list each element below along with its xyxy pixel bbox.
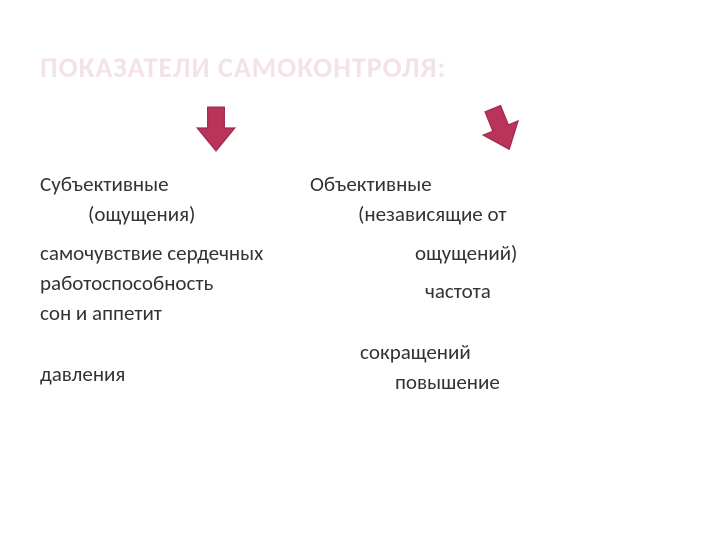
- slide-content: ПОКАЗАТЕЛИ САМОКОНТРОЛЯ: Субъективные (о…: [0, 0, 720, 540]
- list-item: сон и аппетит: [40, 299, 310, 327]
- left-column: Субъективные (ощущения) самочувствие сер…: [40, 170, 310, 398]
- right-sub1: (независящие от: [310, 200, 680, 228]
- list-item: давления: [40, 360, 310, 388]
- list-item: сокращений: [310, 338, 680, 366]
- content-columns: Субъективные (ощущения) самочувствие сер…: [40, 170, 680, 398]
- left-header: Субъективные: [40, 170, 310, 198]
- right-header: Объективные: [310, 170, 680, 198]
- left-sub: (ощущения): [40, 200, 310, 228]
- list-item: работоспособность: [40, 269, 310, 297]
- list-item: самочувствие сердечных: [40, 239, 310, 267]
- right-sub2: ощущений): [310, 239, 680, 267]
- right-column: Объективные (независящие от ощущений) ча…: [310, 170, 680, 398]
- list-item: [40, 330, 310, 358]
- arrow-down-right-icon: [473, 99, 530, 159]
- arrows-row: [40, 105, 680, 165]
- list-item: повышение: [310, 368, 680, 396]
- list-item: частота: [310, 277, 680, 305]
- list-item: [310, 307, 680, 335]
- slide-title: ПОКАЗАТЕЛИ САМОКОНТРОЛЯ:: [40, 50, 680, 85]
- arrow-down-icon: [195, 105, 237, 153]
